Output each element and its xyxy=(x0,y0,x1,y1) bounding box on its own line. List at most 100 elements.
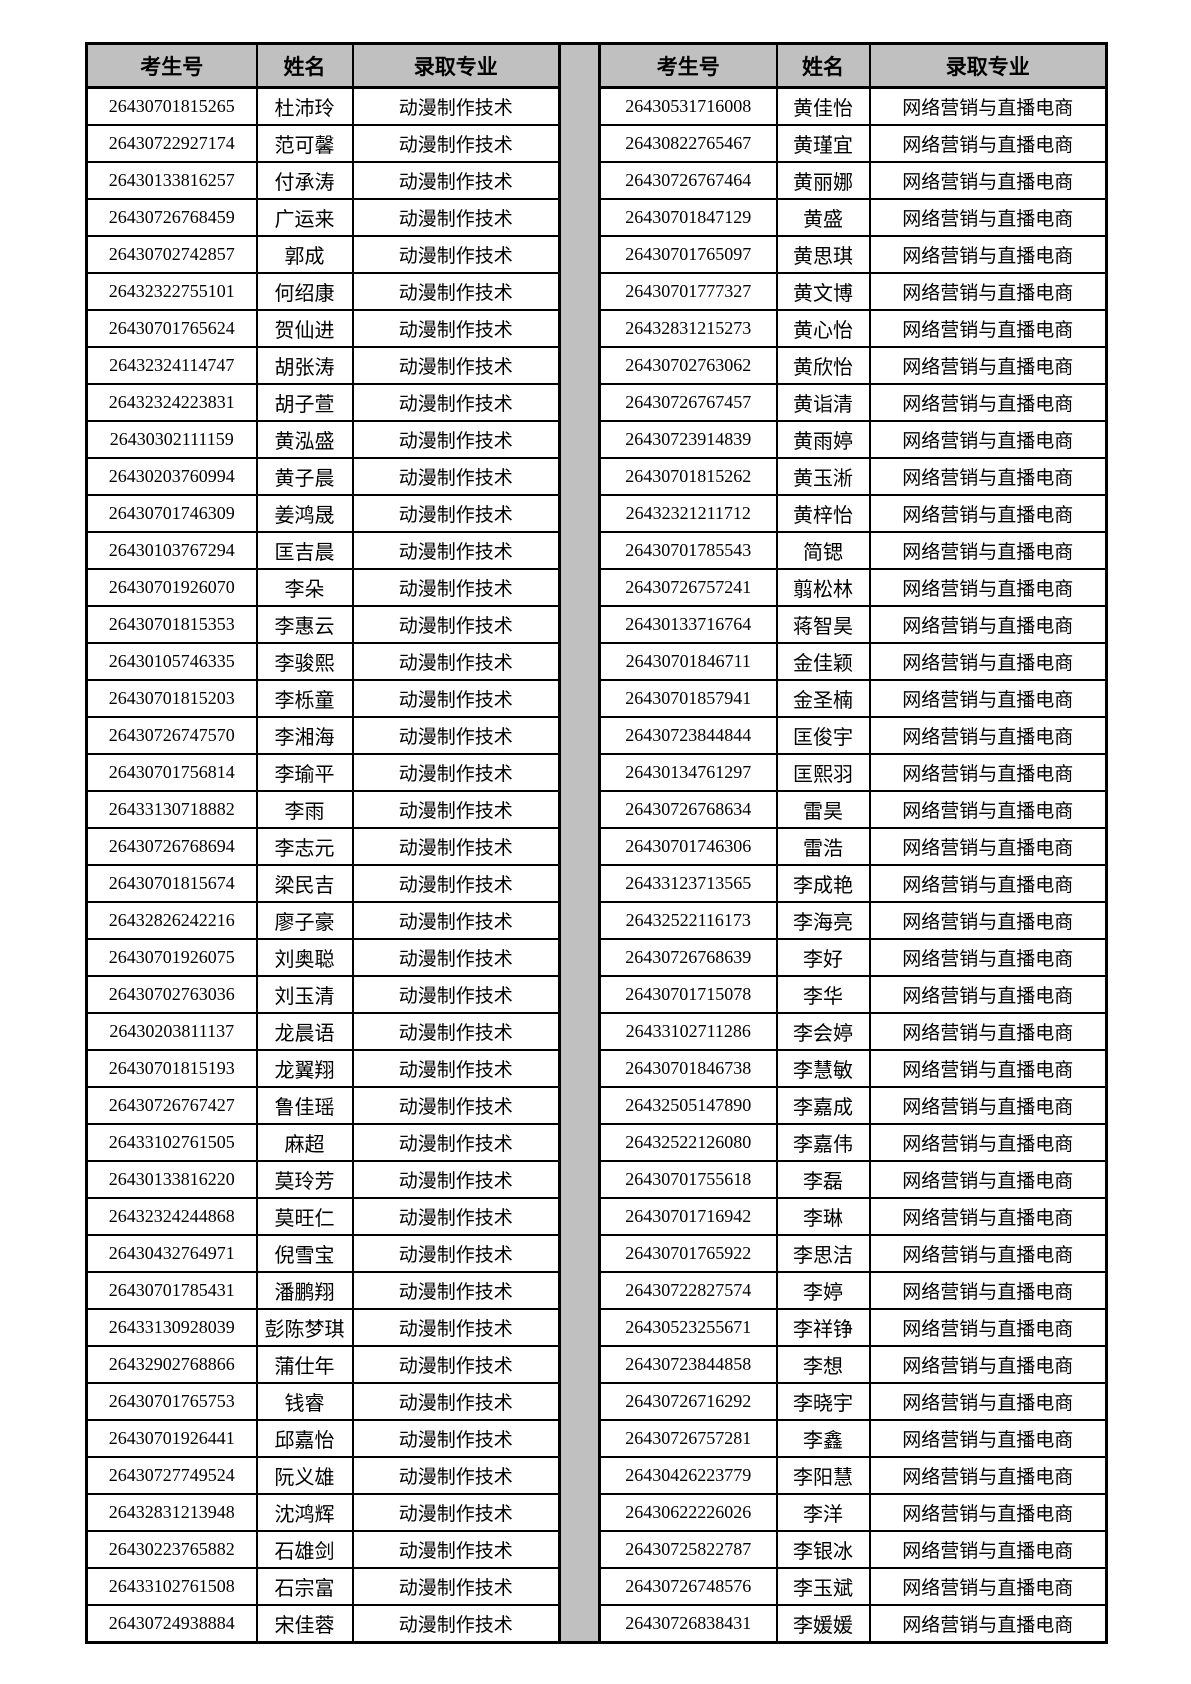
table-row: 26430701926441 邱嘉怡 动漫制作技术 xyxy=(85,1419,561,1458)
tables-layout: 考生号 姓名 录取专业 26430701815265 杜沛玲 动漫制作技术 26430… xyxy=(85,42,1108,1644)
candidate-name-cell: 李骏熙 xyxy=(255,642,354,681)
major-cell: 网络营销与直播电商 xyxy=(868,1345,1108,1384)
candidate-name-cell: 李嘉伟 xyxy=(775,1123,871,1162)
major-cell: 动漫制作技术 xyxy=(351,679,561,718)
candidate-name-cell: 黄盛 xyxy=(775,198,871,237)
candidate-name-cell: 李好 xyxy=(775,938,871,977)
table-row: 26432522116173 李海亮 网络营销与直播电商 xyxy=(598,901,1108,940)
major-cell: 动漫制作技术 xyxy=(351,272,561,311)
candidate-name-cell: 李玉斌 xyxy=(775,1567,871,1606)
major-cell: 网络营销与直播电商 xyxy=(868,938,1108,977)
candidate-id-cell: 26430726768639 xyxy=(598,938,778,977)
candidate-name-cell: 黄佳怡 xyxy=(775,86,871,126)
table-row: 26430723844858 李想 网络营销与直播电商 xyxy=(598,1345,1108,1384)
candidate-name-cell: 付承涛 xyxy=(255,161,354,200)
major-cell: 动漫制作技术 xyxy=(351,198,561,237)
candidate-name-cell: 胡子萱 xyxy=(255,383,354,422)
candidate-id-cell: 26430133816220 xyxy=(85,1160,258,1199)
candidate-id-cell: 26430701756814 xyxy=(85,753,258,792)
table-row: 26430726716292 李晓宇 网络营销与直播电商 xyxy=(598,1382,1108,1421)
table-row: 26432322755101 何绍康 动漫制作技术 xyxy=(85,272,561,311)
candidate-name-cell: 李成艳 xyxy=(775,864,871,903)
major-cell: 动漫制作技术 xyxy=(351,309,561,348)
table-row: 26433102761505 麻超 动漫制作技术 xyxy=(85,1123,561,1162)
candidate-name-cell: 刘玉清 xyxy=(255,975,354,1014)
column-header-candidate-id: 考生号 xyxy=(85,42,258,89)
major-cell: 动漫制作技术 xyxy=(351,1493,561,1532)
candidate-id-cell: 26430726757241 xyxy=(598,568,778,607)
candidate-name-cell: 蒲仕年 xyxy=(255,1345,354,1384)
candidate-id-cell: 26430726716292 xyxy=(598,1382,778,1421)
major-cell: 网络营销与直播电商 xyxy=(868,901,1108,940)
table-row: 26433130718882 李雨 动漫制作技术 xyxy=(85,790,561,829)
table-row: 26430701756814 李瑜平 动漫制作技术 xyxy=(85,753,561,792)
table-row: 26430103767294 匡吉晨 动漫制作技术 xyxy=(85,531,561,570)
candidate-id-cell: 26430701857941 xyxy=(598,679,778,718)
table-row: 26430701715078 李华 网络营销与直播电商 xyxy=(598,975,1108,1014)
table-row: 26432324223831 胡子萱 动漫制作技术 xyxy=(85,383,561,422)
table-row: 26430701926070 李朵 动漫制作技术 xyxy=(85,568,561,607)
candidate-name-cell: 李磊 xyxy=(775,1160,871,1199)
candidate-name-cell: 倪雪宝 xyxy=(255,1234,354,1273)
candidate-id-cell: 26430722827574 xyxy=(598,1271,778,1310)
table-row: 26430701846738 李慧敏 网络营销与直播电商 xyxy=(598,1049,1108,1088)
major-cell: 动漫制作技术 xyxy=(351,1345,561,1384)
candidate-name-cell: 李栎童 xyxy=(255,679,354,718)
candidate-id-cell: 26430726767457 xyxy=(598,383,778,422)
table-row: 26432831213948 沈鸿辉 动漫制作技术 xyxy=(85,1493,561,1532)
candidate-name-cell: 金佳颖 xyxy=(775,642,871,681)
candidate-name-cell: 姜鸿晟 xyxy=(255,494,354,533)
candidate-name-cell: 沈鸿辉 xyxy=(255,1493,354,1532)
candidate-id-cell: 26430432764971 xyxy=(85,1234,258,1273)
major-cell: 网络营销与直播电商 xyxy=(868,161,1108,200)
major-cell: 网络营销与直播电商 xyxy=(868,198,1108,237)
table-row: 26430701815353 李惠云 动漫制作技术 xyxy=(85,605,561,644)
table-row: 26430726747570 李湘海 动漫制作技术 xyxy=(85,716,561,755)
major-cell: 动漫制作技术 xyxy=(351,938,561,977)
candidate-id-cell: 26430701926441 xyxy=(85,1419,258,1458)
candidate-name-cell: 李湘海 xyxy=(255,716,354,755)
major-cell: 动漫制作技术 xyxy=(351,1012,561,1051)
candidate-name-cell: 麻超 xyxy=(255,1123,354,1162)
candidate-name-cell: 雷浩 xyxy=(775,827,871,866)
table-row: 26430701765624 贺仙进 动漫制作技术 xyxy=(85,309,561,348)
candidate-name-cell: 黄丽娜 xyxy=(775,161,871,200)
candidate-id-cell: 26433130928039 xyxy=(85,1308,258,1347)
major-cell: 网络营销与直播电商 xyxy=(868,864,1108,903)
candidate-id-cell: 26430701716942 xyxy=(598,1197,778,1236)
candidate-name-cell: 李晓宇 xyxy=(775,1382,871,1421)
candidate-id-cell: 26430701846738 xyxy=(598,1049,778,1088)
candidate-id-cell: 26432321211712 xyxy=(598,494,778,533)
table-row: 26430622226026 李洋 网络营销与直播电商 xyxy=(598,1493,1108,1532)
candidate-name-cell: 李慧敏 xyxy=(775,1049,871,1088)
major-cell: 动漫制作技术 xyxy=(351,568,561,607)
table-row: 26430701815203 李栎童 动漫制作技术 xyxy=(85,679,561,718)
table-row: 26430722927174 范可馨 动漫制作技术 xyxy=(85,124,561,163)
candidate-id-cell: 26430701755618 xyxy=(598,1160,778,1199)
admissions-table-ecommerce: 考生号 姓名 录取专业 26430531716008 黄佳怡 网络营销与直播电商 26… xyxy=(598,42,1108,1644)
candidate-id-cell: 26430701746309 xyxy=(85,494,258,533)
major-cell: 网络营销与直播电商 xyxy=(868,124,1108,163)
candidate-name-cell: 莫玲芳 xyxy=(255,1160,354,1199)
candidate-id-cell: 26430726838431 xyxy=(598,1604,778,1644)
table-row: 26432831215273 黄心怡 网络营销与直播电商 xyxy=(598,309,1108,348)
candidate-id-cell: 26430723914839 xyxy=(598,420,778,459)
major-cell: 动漫制作技术 xyxy=(351,1197,561,1236)
candidate-id-cell: 26430723844858 xyxy=(598,1345,778,1384)
candidate-id-cell: 26430701815203 xyxy=(85,679,258,718)
major-cell: 网络营销与直播电商 xyxy=(868,457,1108,496)
candidate-id-cell: 26430722927174 xyxy=(85,124,258,163)
column-header-major: 录取专业 xyxy=(868,42,1108,89)
candidate-id-cell: 26430701815265 xyxy=(85,86,258,126)
candidate-id-cell: 26430726768459 xyxy=(85,198,258,237)
table-row: 26430133816257 付承涛 动漫制作技术 xyxy=(85,161,561,200)
candidate-id-cell: 26430426223779 xyxy=(598,1456,778,1495)
major-cell: 动漫制作技术 xyxy=(351,1123,561,1162)
table-row: 26430701765753 钱睿 动漫制作技术 xyxy=(85,1382,561,1421)
major-cell: 动漫制作技术 xyxy=(351,1271,561,1310)
table-row: 26432522126080 李嘉伟 网络营销与直播电商 xyxy=(598,1123,1108,1162)
table-row: 26430702742857 郭成 动漫制作技术 xyxy=(85,235,561,274)
major-cell: 网络营销与直播电商 xyxy=(868,1197,1108,1236)
table-row: 26430701815265 杜沛玲 动漫制作技术 xyxy=(85,86,561,126)
table-row: 26430727749524 阮义雄 动漫制作技术 xyxy=(85,1456,561,1495)
